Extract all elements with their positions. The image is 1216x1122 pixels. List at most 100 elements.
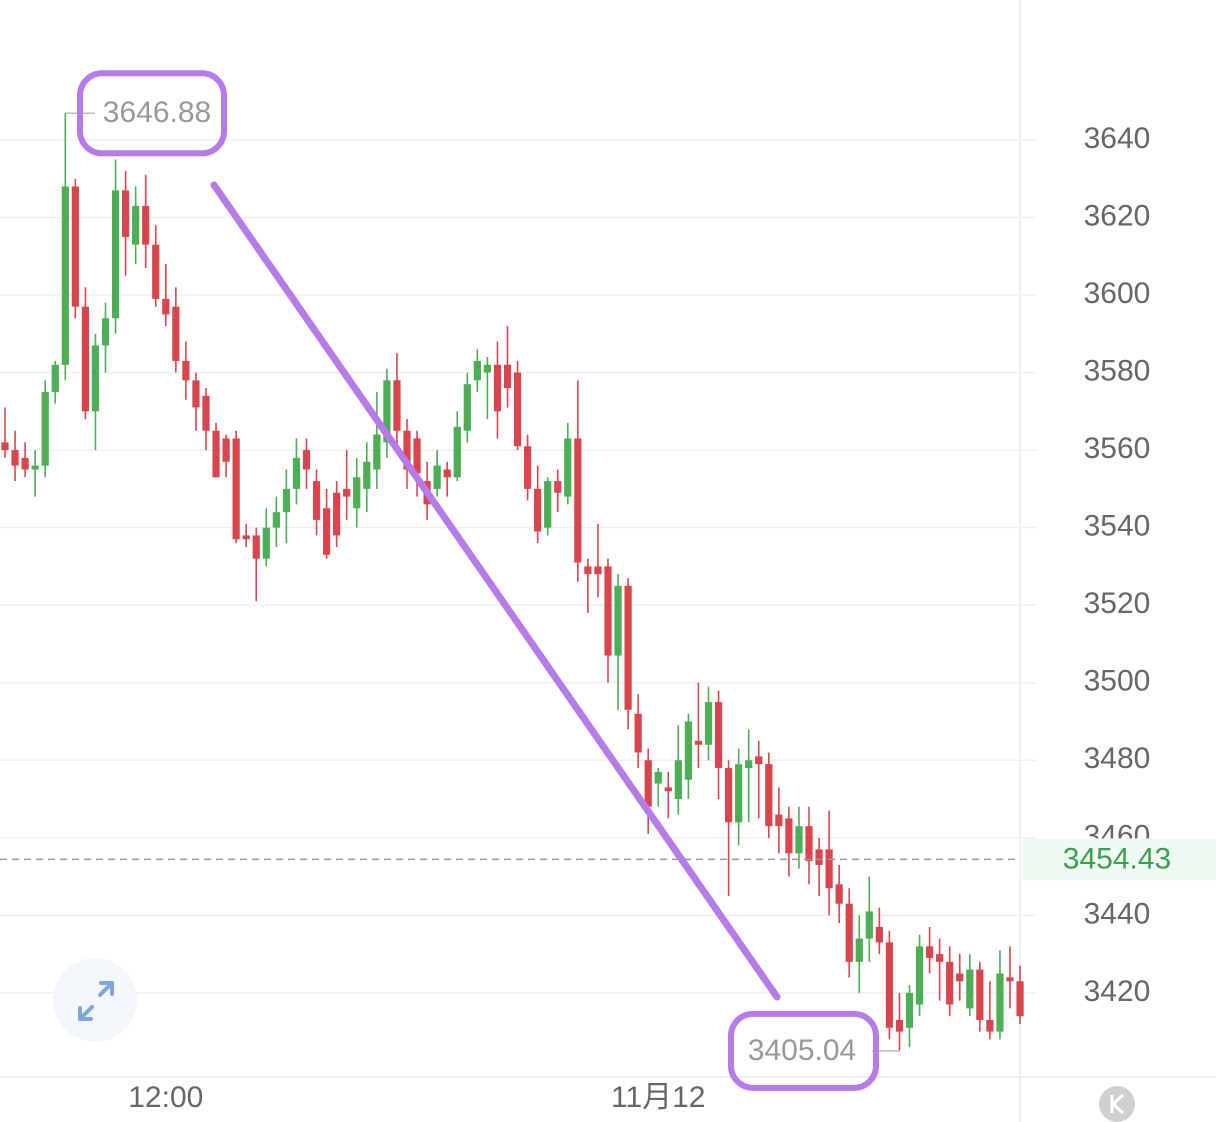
candle-body [21,457,29,470]
candle-body [212,430,220,478]
candle-body [1016,981,1024,1017]
y-tick-label: 3500 [1084,665,1151,698]
candle-body [152,244,160,299]
x-tick-label: 12:00 [128,1081,203,1114]
candle-body [403,430,411,470]
y-tick-label: 3560 [1084,432,1151,465]
candle-body [885,942,893,1028]
candle-body [905,992,914,1028]
high-marker-label: 3646.88 [103,96,211,129]
candle-body [51,364,59,392]
low-marker-label: 3405.04 [748,1034,856,1067]
kline-bg[interactable] [1099,1086,1135,1122]
candle-body [735,764,743,823]
y-tick-label: 3480 [1084,742,1151,775]
candle-body [292,457,301,489]
candle-body [433,465,441,489]
candle-body [111,190,120,319]
y-tick-label: 3580 [1084,354,1151,387]
candle-body [624,585,632,710]
y-tick-label: 3600 [1084,277,1151,310]
candle-body [634,713,642,753]
candle-body [936,954,944,962]
candle-body [775,814,783,827]
candle-body [91,345,100,412]
candle-body [544,481,552,528]
y-tick-label: 3520 [1084,587,1151,620]
candle-body [554,481,562,493]
candle-body [473,360,481,381]
candle-body [895,1020,904,1032]
candle-body [242,535,250,540]
kline-button[interactable] [1099,1086,1135,1122]
candle-body [252,535,260,559]
candle-body [946,961,954,1005]
candle-body [302,450,311,470]
candle-body [222,438,230,462]
candle-body [835,884,843,904]
y-tick-label: 3440 [1084,897,1151,930]
candle-body [373,434,381,470]
trend-arrow [210,181,781,1001]
candle-body [513,372,522,447]
candle-body [122,190,130,237]
candle-body [524,446,532,489]
candle-body [915,946,924,1005]
candle-body [564,438,572,497]
candle-body [694,740,703,745]
candle-body [11,450,19,466]
candle-body [413,438,421,474]
expand-icon[interactable] [78,981,114,1021]
candle-body [453,426,461,478]
grid: 3420344034603480350035203540356035803600… [0,122,1150,1114]
y-tick-label: 3540 [1084,510,1151,543]
kline-icon[interactable] [1110,1093,1125,1115]
candle-body [654,771,662,784]
candle-body [795,826,803,854]
candle-body [182,360,190,381]
candle-body [785,818,793,854]
y-tick-label: 3640 [1084,122,1151,155]
candles [1,113,1024,1051]
candle-body [714,702,723,769]
candle-body [363,461,371,489]
y-tick-label: 3620 [1084,199,1151,232]
candle-body [493,364,502,412]
candle-body [865,911,873,939]
candle-body [996,973,1004,1032]
candle-body [101,318,110,346]
x-tick-label: 11月12 [611,1081,706,1114]
candle-body [765,764,773,827]
candle-body [353,477,361,509]
candle-body [172,306,180,361]
low-highlight [728,1010,879,1091]
candle-body [162,298,170,315]
candle-body [986,1020,994,1032]
candle-body [1,442,9,451]
expand-button[interactable] [53,958,137,1042]
candle-body [725,768,733,823]
candle-body [574,438,582,563]
high-highlight [77,70,227,157]
candle-body [282,488,290,513]
candle-body [262,527,270,559]
candle-body [745,760,753,769]
candle-body [664,787,672,792]
candle-body [966,969,974,1009]
candle-body [684,721,692,780]
candle-body [594,566,602,575]
expand-bg[interactable] [53,958,137,1042]
candle-body [71,186,79,307]
candle-body [875,926,883,943]
candle-body [644,760,652,807]
candle-body [383,380,391,443]
last-price-bg [1022,838,1216,881]
candle-body [534,488,542,532]
candle-body [845,903,853,962]
candle-body [825,849,833,889]
candle-body [343,488,351,497]
candle-body [614,585,622,656]
candle-body [142,205,150,245]
candle-body [312,481,321,520]
candle-body [61,186,69,365]
